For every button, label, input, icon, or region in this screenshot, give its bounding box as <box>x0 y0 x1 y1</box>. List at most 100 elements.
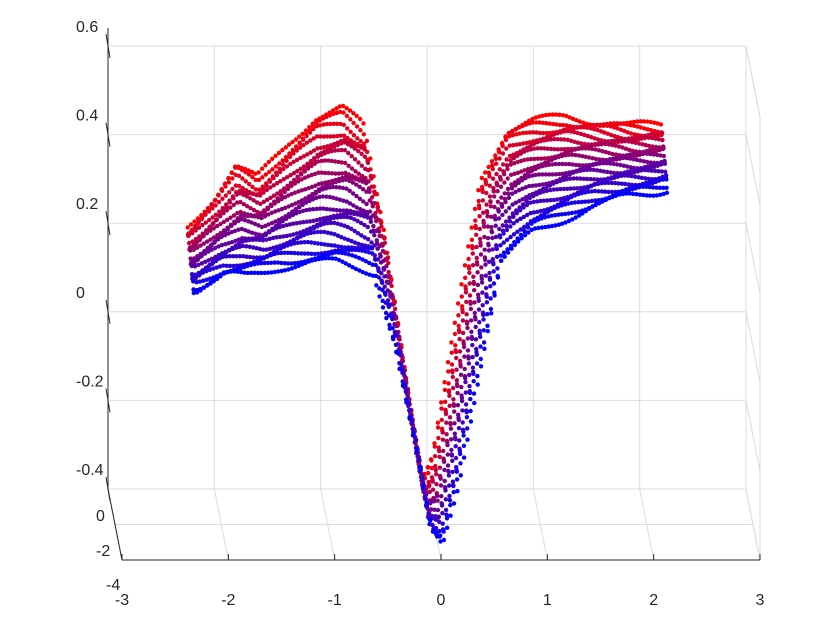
data-point <box>453 455 459 461</box>
data-point <box>614 162 620 167</box>
data-point <box>481 221 486 226</box>
data-point <box>473 218 478 223</box>
data-point <box>481 317 486 322</box>
data-point <box>592 136 597 141</box>
data-point <box>579 146 585 151</box>
data-point <box>428 499 434 505</box>
data-point <box>463 375 468 381</box>
data-point <box>477 206 482 211</box>
data-point <box>544 188 550 193</box>
data-point <box>651 152 656 157</box>
data-point <box>484 294 489 299</box>
data-point <box>491 281 497 286</box>
data-point <box>284 164 290 169</box>
data-point <box>604 161 610 166</box>
data-point <box>608 170 613 175</box>
data-point <box>194 239 199 245</box>
data-point <box>428 518 433 523</box>
data-point <box>539 164 545 169</box>
data-point <box>475 262 480 267</box>
data-point <box>485 312 490 317</box>
data-point <box>562 198 567 203</box>
data-point <box>646 168 651 173</box>
data-point <box>190 239 195 244</box>
data-point <box>452 421 457 426</box>
data-point <box>193 223 198 228</box>
data-point <box>212 239 217 244</box>
data-point <box>252 221 258 227</box>
data-point <box>215 275 220 280</box>
data-point <box>653 131 658 136</box>
data-point <box>588 167 593 172</box>
data-point <box>476 298 481 303</box>
data-point <box>452 320 457 325</box>
data-point <box>507 215 512 220</box>
data-point <box>274 172 279 178</box>
data-point <box>643 180 649 185</box>
data-point <box>310 193 315 199</box>
data-point <box>440 521 445 526</box>
data-point <box>626 182 631 187</box>
data-point <box>203 259 208 264</box>
data-point <box>297 145 303 150</box>
data-point <box>312 251 318 257</box>
data-point <box>634 157 640 163</box>
data-point <box>352 217 357 222</box>
data-point <box>329 243 334 248</box>
data-point <box>646 143 652 149</box>
data-point <box>209 247 214 252</box>
data-point <box>611 121 617 126</box>
z-tick-label: 0.4 <box>76 108 98 125</box>
data-point <box>519 178 525 183</box>
data-point <box>471 281 477 286</box>
data-point <box>359 242 364 247</box>
data-point <box>432 499 437 504</box>
data-point <box>286 193 291 198</box>
data-point <box>194 273 199 279</box>
data-point <box>559 147 564 152</box>
data-point <box>525 157 530 162</box>
data-point <box>506 191 511 196</box>
data-point <box>436 519 442 524</box>
data-point <box>463 379 468 385</box>
data-point <box>309 163 314 169</box>
data-point <box>518 216 523 221</box>
data-point <box>663 173 669 178</box>
data-point <box>240 186 245 191</box>
data-point <box>433 467 439 473</box>
data-point <box>327 194 332 200</box>
data-point <box>392 306 398 312</box>
data-point <box>189 259 194 264</box>
data-point <box>549 157 555 162</box>
data-point <box>356 255 362 261</box>
data-point <box>356 248 361 253</box>
data-point <box>522 233 528 238</box>
data-point <box>488 199 493 205</box>
data-point <box>240 243 246 249</box>
data-point <box>467 270 472 275</box>
data-point <box>247 181 252 187</box>
data-point <box>641 159 646 164</box>
data-point <box>253 177 258 182</box>
data-point <box>371 223 376 229</box>
data-point <box>485 328 490 334</box>
data-point <box>255 261 260 266</box>
data-point <box>612 125 617 130</box>
data-point <box>505 176 510 181</box>
data-point <box>572 200 578 205</box>
data-point <box>525 166 531 172</box>
data-point <box>303 200 309 205</box>
data-point <box>601 169 606 174</box>
data-point <box>624 191 629 196</box>
data-point <box>516 188 522 193</box>
data-point <box>335 133 340 139</box>
data-point <box>439 417 444 423</box>
data-point <box>517 198 522 204</box>
data-point <box>548 133 553 138</box>
data-point <box>453 349 459 355</box>
data-point <box>533 183 539 188</box>
data-point <box>335 215 340 220</box>
data-point <box>470 342 475 348</box>
data-point <box>370 204 375 209</box>
data-point <box>630 191 636 197</box>
